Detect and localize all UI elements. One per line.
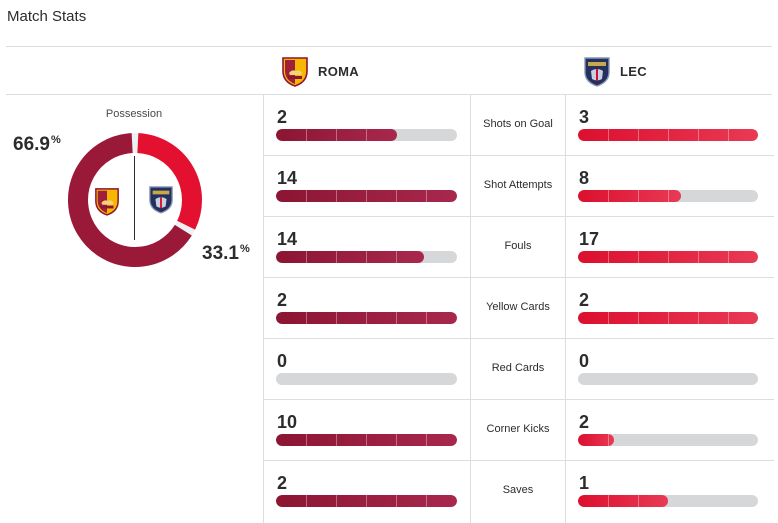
away-stat-bar-fill bbox=[578, 251, 758, 263]
stat-row-yellow-cards: 2 Yellow Cards 2 bbox=[264, 278, 778, 339]
stat-row-fouls: 14 Fouls 17 bbox=[264, 217, 778, 278]
possession-label: Possession bbox=[105, 108, 163, 120]
away-stat-value: 17 bbox=[579, 229, 600, 249]
away-team-header: LEC bbox=[583, 54, 647, 88]
away-stat-value: 3 bbox=[579, 107, 590, 127]
away-stat-bar-fill bbox=[578, 190, 681, 202]
possession-donut bbox=[68, 133, 202, 267]
as-roma-crest-icon bbox=[282, 57, 308, 87]
stat-label: Saves bbox=[502, 484, 534, 496]
away-stat-bar-fill bbox=[578, 129, 758, 141]
stat-row-shot-attempts: 14 Shot Attempts 8 bbox=[264, 156, 778, 217]
home-stat-value: 2 bbox=[277, 107, 288, 127]
away-team-abbr: LEC bbox=[620, 63, 647, 79]
stat-label: Shots on Goal bbox=[483, 118, 553, 130]
home-team-header: ROMA bbox=[281, 54, 359, 88]
home-team-abbr: ROMA bbox=[318, 63, 359, 79]
away-stat-bar bbox=[578, 190, 758, 202]
stat-label: Fouls bbox=[504, 240, 532, 252]
home-stat-bar bbox=[276, 190, 457, 202]
away-possession-value: 33.1% bbox=[202, 243, 250, 264]
stat-row-red-cards: 0 Red Cards 0 bbox=[264, 339, 778, 400]
home-stat-value: 14 bbox=[277, 168, 298, 188]
home-stat-bar bbox=[276, 373, 457, 385]
stat-label: Corner Kicks bbox=[486, 423, 550, 435]
as-roma-crest-icon bbox=[95, 188, 119, 216]
away-stat-bar bbox=[578, 495, 758, 507]
header-divider bbox=[6, 94, 772, 95]
home-stat-bar bbox=[276, 312, 457, 324]
home-column-divider bbox=[263, 95, 264, 523]
home-stat-value: 2 bbox=[277, 290, 288, 310]
stat-label: Yellow Cards bbox=[486, 301, 550, 313]
section-title: Match Stats bbox=[7, 8, 87, 25]
home-stat-bar-fill bbox=[276, 190, 457, 202]
home-stat-bar bbox=[276, 129, 457, 141]
home-stat-bar-fill bbox=[276, 434, 457, 446]
away-stat-bar-fill bbox=[578, 312, 758, 324]
away-stat-bar bbox=[578, 251, 758, 263]
top-divider bbox=[6, 46, 772, 47]
away-stat-value: 2 bbox=[579, 412, 590, 432]
away-stat-value: 2 bbox=[579, 290, 590, 310]
home-stat-bar bbox=[276, 434, 457, 446]
label-column-left-divider bbox=[470, 95, 471, 523]
stat-label: Red Cards bbox=[491, 362, 545, 374]
home-stat-bar bbox=[276, 251, 457, 263]
away-stat-bar bbox=[578, 312, 758, 324]
away-stat-bar-fill bbox=[578, 434, 614, 446]
home-possession-value: 66.9% bbox=[13, 134, 61, 155]
home-stat-value: 10 bbox=[277, 412, 298, 432]
stat-label: Shot Attempts bbox=[483, 179, 553, 191]
home-stat-bar bbox=[276, 495, 457, 507]
away-stat-value: 1 bbox=[579, 473, 590, 493]
us-lecce-crest-icon bbox=[584, 57, 610, 87]
us-lecce-crest-icon bbox=[149, 186, 173, 214]
stat-row-corner-kicks: 10 Corner Kicks 2 bbox=[264, 400, 778, 461]
away-stat-value: 0 bbox=[579, 351, 590, 371]
home-possession-arc bbox=[68, 133, 192, 267]
home-stat-value: 14 bbox=[277, 229, 298, 249]
home-stat-bar-fill bbox=[276, 129, 398, 141]
away-stat-value: 8 bbox=[579, 168, 590, 188]
home-stat-bar-fill bbox=[276, 495, 457, 507]
home-stat-value: 2 bbox=[277, 473, 288, 493]
stat-row-shots-on-goal: 2 Shots on Goal 3 bbox=[264, 95, 778, 156]
away-stat-bar bbox=[578, 434, 758, 446]
donut-center-divider bbox=[134, 156, 135, 240]
away-stat-bar bbox=[578, 129, 758, 141]
home-stat-bar-fill bbox=[276, 312, 457, 324]
home-stat-value: 0 bbox=[277, 351, 288, 371]
away-stat-bar bbox=[578, 373, 758, 385]
away-possession-arc bbox=[136, 133, 202, 230]
stat-row-saves: 2 Saves 1 bbox=[264, 461, 778, 522]
label-column-right-divider bbox=[565, 95, 566, 523]
away-stat-bar-fill bbox=[578, 495, 668, 507]
home-stat-bar-fill bbox=[276, 251, 425, 263]
